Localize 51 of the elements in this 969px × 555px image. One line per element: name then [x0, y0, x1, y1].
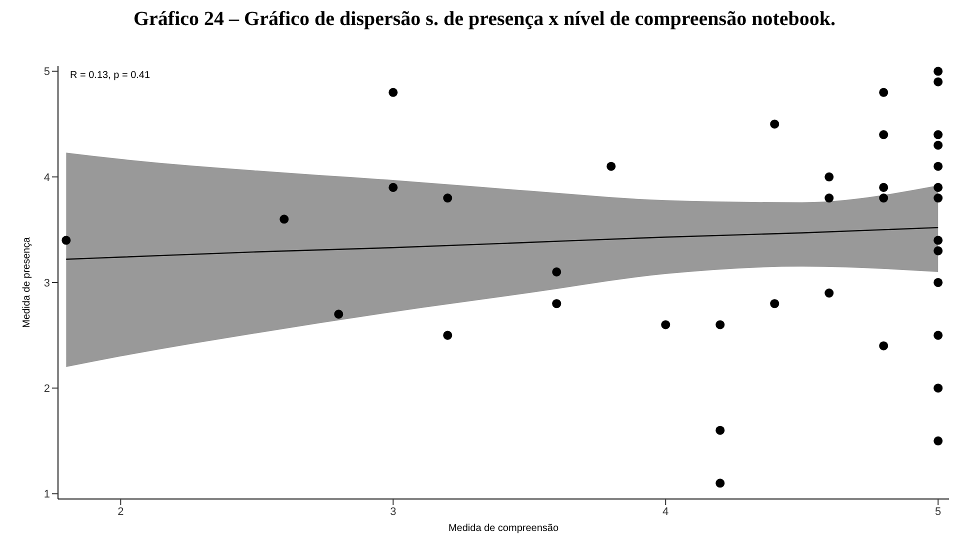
line-series — [66, 226, 939, 260]
point — [716, 320, 725, 330]
y-tick-label: 3 — [44, 277, 50, 290]
point — [879, 130, 888, 140]
point — [934, 66, 943, 76]
point — [934, 77, 943, 86]
point — [661, 320, 670, 330]
chart-title: Gráfico 24 – Gráfico de dispersão s. de presença x nível de compreensão notebook. — [132, 8, 836, 32]
point — [879, 182, 888, 192]
point — [824, 194, 834, 203]
x-tick-label: 4 — [662, 506, 669, 518]
point — [934, 246, 943, 256]
point — [388, 182, 398, 192]
y-tick-label: 5 — [44, 66, 50, 78]
point — [934, 140, 943, 150]
point — [552, 299, 562, 308]
point — [824, 288, 834, 298]
point — [552, 267, 562, 276]
point — [934, 278, 943, 288]
point — [606, 162, 616, 171]
x-axis-title: Medida de compreensão — [448, 523, 559, 534]
point — [443, 330, 452, 340]
x-tick-label: 3 — [390, 506, 396, 518]
point — [934, 436, 943, 446]
point — [443, 194, 452, 203]
annotation: R = 0.13, p = 0.41 — [70, 70, 150, 81]
point — [388, 88, 398, 97]
point — [824, 172, 834, 182]
point — [934, 330, 943, 340]
point — [934, 162, 943, 171]
point — [934, 130, 943, 140]
point — [934, 182, 943, 192]
y-tick-label: 4 — [44, 172, 50, 184]
point — [716, 426, 725, 435]
x-tick-label: 5 — [935, 506, 942, 518]
point — [879, 341, 888, 350]
point — [879, 194, 888, 203]
point — [879, 88, 888, 97]
point — [934, 384, 943, 393]
point — [770, 299, 780, 308]
point — [770, 120, 780, 129]
point — [280, 214, 289, 224]
y-axis-title: Medida de presença — [22, 236, 33, 328]
x-tick-label: 2 — [118, 506, 124, 518]
point — [334, 310, 344, 319]
point — [934, 194, 943, 203]
point — [716, 478, 725, 488]
point — [62, 236, 71, 245]
y-tick-label: 1 — [44, 488, 50, 501]
point — [934, 236, 943, 245]
y-tick-label: 2 — [44, 383, 50, 396]
